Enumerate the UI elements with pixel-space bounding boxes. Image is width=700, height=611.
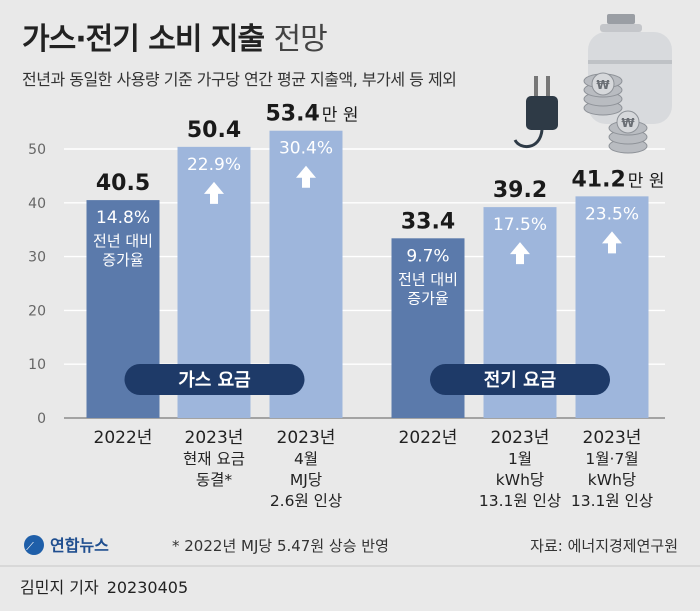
bar-note-label: 전년 대비 bbox=[93, 232, 153, 250]
gas-plug-coins-illustration: ₩₩ bbox=[513, 14, 672, 154]
y-tick-label: 20 bbox=[28, 303, 46, 319]
group-label: 전기 요금 bbox=[484, 370, 557, 391]
bar-percent-label: 23.5% bbox=[585, 204, 639, 224]
yonhap-logo-mark: ⟋ bbox=[26, 540, 34, 553]
title-bold: 가스·전기 소비 지출 bbox=[22, 22, 265, 57]
x-category-label: 2022년 bbox=[94, 428, 153, 448]
x-category-label: 2022년 bbox=[399, 428, 458, 448]
up-arrow-icon bbox=[602, 231, 622, 254]
page-title: 가스·전기 소비 지출 전망 bbox=[22, 14, 328, 58]
x-category-label: 동결* bbox=[196, 471, 233, 489]
x-category-label: kWh당 bbox=[496, 471, 544, 489]
bar-percent-label: 22.9% bbox=[187, 155, 241, 175]
x-category-label: 1월·7월 bbox=[585, 450, 638, 468]
bar-value-label: 39.2 bbox=[493, 178, 547, 203]
up-arrow-icon bbox=[510, 242, 530, 265]
plug-cable-icon bbox=[513, 129, 544, 149]
gas-tank-valve-icon bbox=[607, 14, 635, 24]
x-category-label: kWh당 bbox=[588, 471, 636, 489]
bar-value-label: 50.4 bbox=[187, 118, 241, 143]
bar-value-unit: 만 원 bbox=[628, 171, 665, 191]
gas-tank-collar-icon bbox=[600, 24, 642, 32]
byline: 김민지 기자 20230405 bbox=[20, 574, 188, 598]
source: 자료: 에너지경제연구원 bbox=[530, 537, 678, 555]
x-category-label: 2023년 bbox=[491, 428, 550, 448]
date: 20230405 bbox=[106, 578, 189, 597]
x-category-label: 13.1원 인상 bbox=[479, 492, 561, 510]
bar-note-label: 증가율 bbox=[102, 251, 143, 269]
coin-won-symbol: ₩ bbox=[621, 116, 635, 130]
footnote: * 2022년 MJ당 5.47원 상승 반영 bbox=[172, 537, 389, 555]
bar-value-label: 33.4 bbox=[401, 209, 455, 234]
x-category-label: 현재 요금 bbox=[183, 450, 245, 468]
y-tick-label: 30 bbox=[28, 250, 46, 266]
x-category-label: 1월 bbox=[508, 450, 532, 468]
coin-won-symbol: ₩ bbox=[596, 78, 610, 92]
plug-icon bbox=[526, 96, 558, 130]
y-tick-label: 50 bbox=[28, 142, 46, 158]
up-arrow-icon bbox=[296, 165, 316, 188]
x-category-label: 2023년 bbox=[583, 428, 642, 448]
bar-percent-label: 30.4% bbox=[279, 139, 333, 159]
x-category-label: 13.1원 인상 bbox=[571, 492, 653, 510]
bar-note-label: 전년 대비 bbox=[398, 270, 458, 288]
subtitle: 전년과 동일한 사용량 기준 가구당 연간 평균 지출액, 부가세 등 제외 bbox=[22, 70, 457, 89]
y-tick-label: 0 bbox=[37, 411, 46, 427]
group-label-pill bbox=[124, 364, 305, 395]
bar-value-label: 41.2 만 원 bbox=[572, 167, 665, 192]
gas-tank-band-icon bbox=[588, 60, 672, 64]
bar-percent-label: 14.8% bbox=[96, 208, 150, 228]
y-tick-label: 10 bbox=[28, 357, 46, 373]
up-arrow-icon bbox=[204, 181, 224, 204]
x-category-label: 2.6원 인상 bbox=[270, 492, 342, 510]
plug-prong-icon bbox=[546, 76, 550, 98]
bar-percent-label: 17.5% bbox=[493, 215, 547, 235]
x-category-label: 4월 bbox=[294, 450, 318, 468]
bar-value-label: 40.5 bbox=[96, 171, 150, 196]
bar-percent-label: 9.7% bbox=[406, 246, 449, 266]
group-label-pill bbox=[430, 364, 610, 395]
bar-value-label: 53.4 만 원 bbox=[266, 102, 359, 127]
bar-note-label: 증가율 bbox=[407, 289, 448, 307]
plug-prong-icon bbox=[534, 76, 538, 98]
bar-value-unit: 만 원 bbox=[322, 106, 359, 126]
yonhap-logo-icon bbox=[24, 535, 44, 555]
coin-won-icon bbox=[591, 72, 615, 96]
group-label: 가스 요금 bbox=[178, 370, 251, 391]
y-tick-label: 40 bbox=[28, 196, 46, 212]
x-category-label: 2023년 bbox=[185, 428, 244, 448]
title-light: 전망 bbox=[273, 22, 328, 57]
author: 김민지 기자 bbox=[20, 578, 99, 597]
yonhap-logo-text: 연합뉴스 bbox=[50, 536, 109, 555]
coin-won-icon bbox=[616, 110, 640, 134]
x-category-label: 2023년 bbox=[277, 428, 336, 448]
x-category-label: MJ당 bbox=[290, 471, 322, 489]
